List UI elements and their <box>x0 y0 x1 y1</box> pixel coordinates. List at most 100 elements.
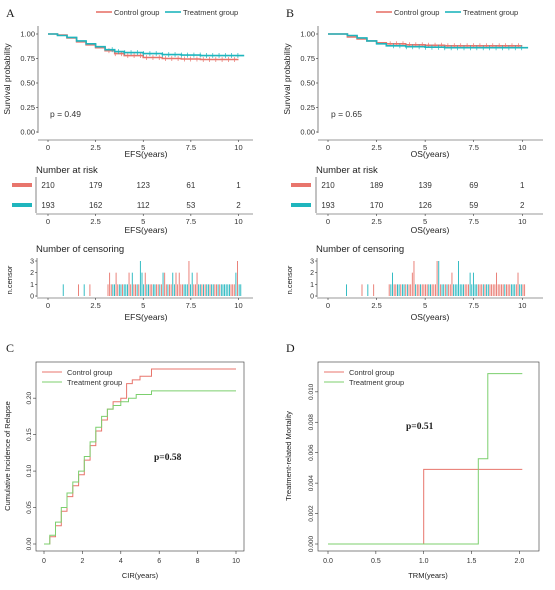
censor-y-tick-label: 0 <box>30 294 34 301</box>
y-tick-label: 0.25 <box>300 103 315 112</box>
panel-letter-d: D <box>286 341 295 355</box>
censor-y-tick-label: 1 <box>310 282 314 289</box>
risk-x-label-a: EFS(years) <box>125 225 168 235</box>
y-tick-label: 0.002 <box>308 505 315 522</box>
risk-value: 193 <box>41 201 55 210</box>
risk-value: 59 <box>469 201 478 210</box>
y-tick-label: 0.008 <box>308 414 315 431</box>
panel-a: Control group Treatment group 0.00 0.25 0.… <box>2 8 253 322</box>
y-tick-label: 0.004 <box>308 475 315 492</box>
censor-x-tick-label: 2.5 <box>371 301 381 310</box>
x-tick-label: 0.0 <box>323 558 333 565</box>
cif-curve-treatment <box>44 390 236 545</box>
p-value-d: p=0.51 <box>406 422 434 432</box>
risk-value: 139 <box>418 181 432 190</box>
risk-value: 2 <box>520 201 525 210</box>
risk-title-b: Number at risk <box>316 165 378 176</box>
cif-curve-treatment <box>328 373 523 545</box>
risk-value: 1 <box>236 181 241 190</box>
x-tick-label: 2 <box>80 558 84 565</box>
risk-value: 210 <box>41 181 55 190</box>
risk-swatch-control-b <box>291 183 311 187</box>
y-tick-label: 0.00 <box>26 537 33 550</box>
risk-value: 2 <box>236 201 241 210</box>
legend-label-treatment: Treatment group <box>463 8 518 17</box>
risk-x-tick-label: 10 <box>518 217 526 226</box>
x-label-c: CIR(years) <box>122 571 159 580</box>
curves-d <box>328 373 523 545</box>
censor-y-label-a: n.censor <box>5 265 14 294</box>
legend-c: Control group Treatment group <box>42 368 122 387</box>
x-label-d: TRM(years) <box>408 571 448 580</box>
x-tick-label: 10 <box>232 558 240 565</box>
censor-bars-b <box>346 261 526 296</box>
y-tick-label: 0.000 <box>308 535 315 552</box>
y-tick-label: 0.05 <box>26 501 33 514</box>
censor-x-tick-label: 0 <box>326 301 330 310</box>
curves-a <box>48 33 245 62</box>
censor-y-ticks-b: 0 1 2 3 <box>310 259 317 301</box>
x-tick-label: 7.5 <box>468 143 478 152</box>
risk-value: 123 <box>137 181 151 190</box>
censor-x-label-b: OS(years) <box>411 312 450 322</box>
x-ticks-a: 0 2.5 5 7.5 10 <box>46 140 243 152</box>
x-tick-label: 0.5 <box>371 558 381 565</box>
risk-x-tick-label: 7.5 <box>468 217 478 226</box>
km-curve-treatment <box>328 33 529 49</box>
legend-label-control: Control group <box>114 8 159 17</box>
censor-x-tick-label: 2.5 <box>90 301 100 310</box>
censor-y-tick-label: 2 <box>310 270 314 277</box>
y-ticks-d: 0.000 0.002 0.004 0.006 0.008 0.010 <box>308 383 318 552</box>
censor-x-tick-label: 10 <box>518 301 526 310</box>
panel-c: 0.00 0.05 0.10 0.15 0.20 0 2 4 6 8 10 Cumulative … <box>3 361 245 580</box>
x-tick-label: 5 <box>423 143 427 152</box>
censor-x-ticks-a: 0 2.5 5 7.5 10 <box>46 298 243 310</box>
y-ticks-b: 0.00 0.25 0.50 0.75 1.00 <box>300 30 318 137</box>
y-tick-label: 0.00 <box>300 128 315 137</box>
x-label-a: EFS(years) <box>125 149 168 159</box>
censor-x-label-a: EFS(years) <box>125 312 168 322</box>
legend-label-treatment: Treatment group <box>349 378 404 387</box>
panel-letter-c: C <box>6 341 14 355</box>
risk-value: 69 <box>469 181 478 190</box>
x-tick-label: 6 <box>157 558 161 565</box>
censor-x-tick-label: 0 <box>46 301 50 310</box>
legend-a: Control group Treatment group <box>96 8 238 17</box>
x-tick-label: 7.5 <box>186 143 196 152</box>
y-tick-label: 0.50 <box>20 79 35 88</box>
y-tick-label: 0.006 <box>308 444 315 461</box>
y-tick-label: 0.75 <box>300 54 315 63</box>
y-ticks-c: 0.00 0.05 0.10 0.15 0.20 <box>26 391 36 550</box>
x-tick-label: 10 <box>234 143 242 152</box>
curves-c <box>44 368 236 545</box>
p-value-b: p = 0.65 <box>331 109 362 119</box>
plot-frame-c <box>35 361 245 552</box>
y-tick-label: 1.00 <box>20 30 35 39</box>
x-tick-label: 10 <box>518 143 526 152</box>
legend-label-control: Control group <box>67 368 112 377</box>
y-tick-label: 0.25 <box>20 103 35 112</box>
censor-y-ticks-a: 0 1 2 3 <box>30 259 37 301</box>
panel-d: 0.000 0.002 0.004 0.006 0.008 0.010 0.0 0.5 1.0… <box>284 361 540 580</box>
x-label-b: OS(years) <box>411 149 450 159</box>
risk-value: 112 <box>137 201 150 210</box>
censor-x-tick-label: 7.5 <box>468 301 478 310</box>
panel-letter-a: A <box>6 6 15 20</box>
y-label-c: Cumulative Incidence of Relapse <box>3 401 12 511</box>
y-tick-label: 0.10 <box>26 464 33 477</box>
censor-x-ticks-b: 0 2.5 5 7.5 10 <box>326 298 526 310</box>
cif-curve-control <box>328 468 523 545</box>
y-label-a: Survival probability <box>2 43 12 115</box>
x-ticks-b: 0 2.5 5 7.5 10 <box>326 140 526 152</box>
cif-curve-control <box>44 368 236 545</box>
censor-y-tick-label: 2 <box>30 270 34 277</box>
panel-letter-b: B <box>286 6 294 20</box>
risk-value: 162 <box>89 201 103 210</box>
legend-label-treatment: Treatment group <box>183 8 238 17</box>
y-tick-label: 0.75 <box>20 54 35 63</box>
censor-x-tick-label: 7.5 <box>186 301 196 310</box>
censor-y-tick-label: 3 <box>30 259 34 266</box>
risk-value: 189 <box>370 181 384 190</box>
risk-title-a: Number at risk <box>36 165 98 176</box>
y-tick-label: 0.00 <box>20 128 35 137</box>
